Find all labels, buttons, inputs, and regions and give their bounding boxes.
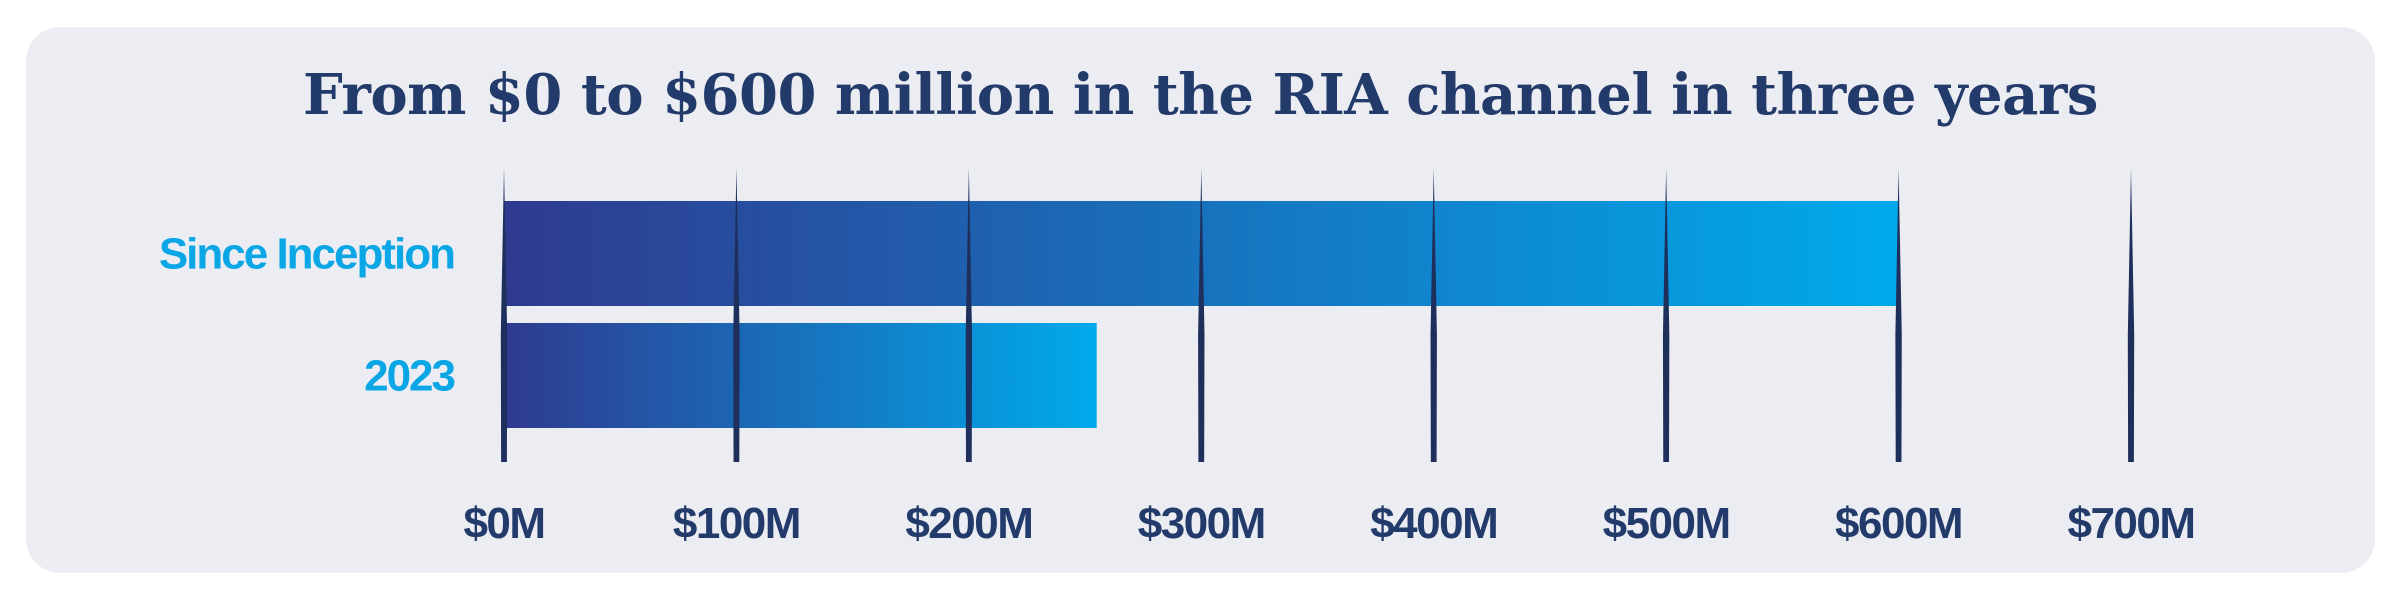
x-tick-label: $400M bbox=[1370, 499, 1497, 548]
x-tick-label: $0M bbox=[463, 499, 544, 548]
tick-mark bbox=[500, 168, 508, 462]
chart-title: From $0 to $600 million in the RIA chann… bbox=[303, 62, 2098, 128]
x-tick-label: $200M bbox=[905, 499, 1032, 548]
category-label: Since Inception bbox=[159, 230, 454, 279]
x-tick-label: $500M bbox=[1603, 499, 1730, 548]
x-tick-label: $700M bbox=[2067, 499, 2194, 548]
tick-mark bbox=[1198, 168, 1205, 462]
x-tick-label: $300M bbox=[1138, 499, 1265, 548]
tick-mark bbox=[1662, 168, 1670, 462]
category-label: 2023 bbox=[364, 352, 454, 401]
tick-mark bbox=[1430, 168, 1437, 462]
bar-2023 bbox=[504, 323, 1097, 428]
tick-mark bbox=[733, 168, 740, 462]
tick-mark bbox=[2127, 168, 2135, 462]
x-tick-label: $600M bbox=[1835, 499, 1962, 548]
tick-mark bbox=[965, 168, 973, 462]
x-tick-label: $100M bbox=[673, 499, 800, 548]
tick-mark bbox=[1895, 168, 1902, 462]
